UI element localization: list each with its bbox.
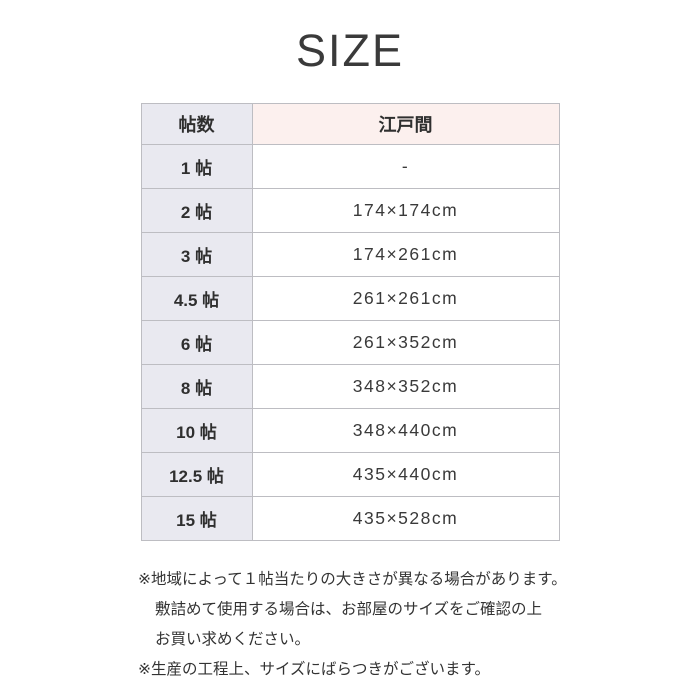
table-row: 3 帖 174×261cm [140, 232, 560, 277]
dimension-cell: 261×352cm [251, 320, 560, 365]
size-label-cell: 8 帖 [140, 364, 253, 409]
dimension-cell: 174×174cm [251, 188, 560, 233]
dimension-cell: 435×440cm [251, 452, 560, 497]
size-label-cell: 4.5 帖 [140, 276, 253, 321]
page: SIZE 帖数 江戸間 1 帖 - 2 帖 174×174cm 3 帖 174×… [0, 24, 700, 700]
table-row: 12.5 帖 435×440cm [140, 452, 560, 497]
table-row: 8 帖 348×352cm [140, 364, 560, 409]
note-line: ※生産の工程上、サイズにばらつきがございます。 [138, 661, 490, 678]
table-row: 10 帖 348×440cm [140, 408, 560, 453]
col-header-edoma: 江戸間 [251, 103, 560, 145]
size-label-cell: 6 帖 [140, 320, 253, 365]
size-label-cell: 15 帖 [140, 496, 253, 541]
table-row: 2 帖 174×174cm [140, 188, 560, 233]
table-row: 4.5 帖 261×261cm [140, 276, 560, 321]
table-row: 1 帖 - [140, 144, 560, 189]
dimension-cell: - [251, 144, 560, 189]
dimension-cell: 348×352cm [251, 364, 560, 409]
note-line: ※地域によって１帖当たりの大きさが異なる場合があります。 [138, 571, 567, 588]
table-header-row: 帖数 江戸間 [140, 103, 560, 145]
table-row: 6 帖 261×352cm [140, 320, 560, 365]
note-line: 敷詰めて使用する場合は、お部屋のサイズをご確認の上 [155, 601, 543, 618]
size-label-cell: 10 帖 [140, 408, 253, 453]
size-label-cell: 12.5 帖 [140, 452, 253, 497]
table-row: 15 帖 435×528cm [140, 496, 560, 541]
size-table: 帖数 江戸間 1 帖 - 2 帖 174×174cm 3 帖 174×261cm… [140, 103, 560, 541]
dimension-cell: 261×261cm [251, 276, 560, 321]
size-label-cell: 1 帖 [140, 144, 253, 189]
dimension-cell: 174×261cm [251, 232, 560, 277]
size-label-cell: 2 帖 [140, 188, 253, 233]
dimension-cell: 348×440cm [251, 408, 560, 453]
dimension-cell: 435×528cm [251, 496, 560, 541]
size-label-cell: 3 帖 [140, 232, 253, 277]
notes-section: ※地域によって１帖当たりの大きさが異なる場合があります。 敷詰めて使用する場合は… [138, 565, 700, 685]
page-title: SIZE [295, 25, 405, 76]
col-header-size-count: 帖数 [140, 103, 253, 145]
note-line: お買い求めください。 [155, 631, 311, 648]
